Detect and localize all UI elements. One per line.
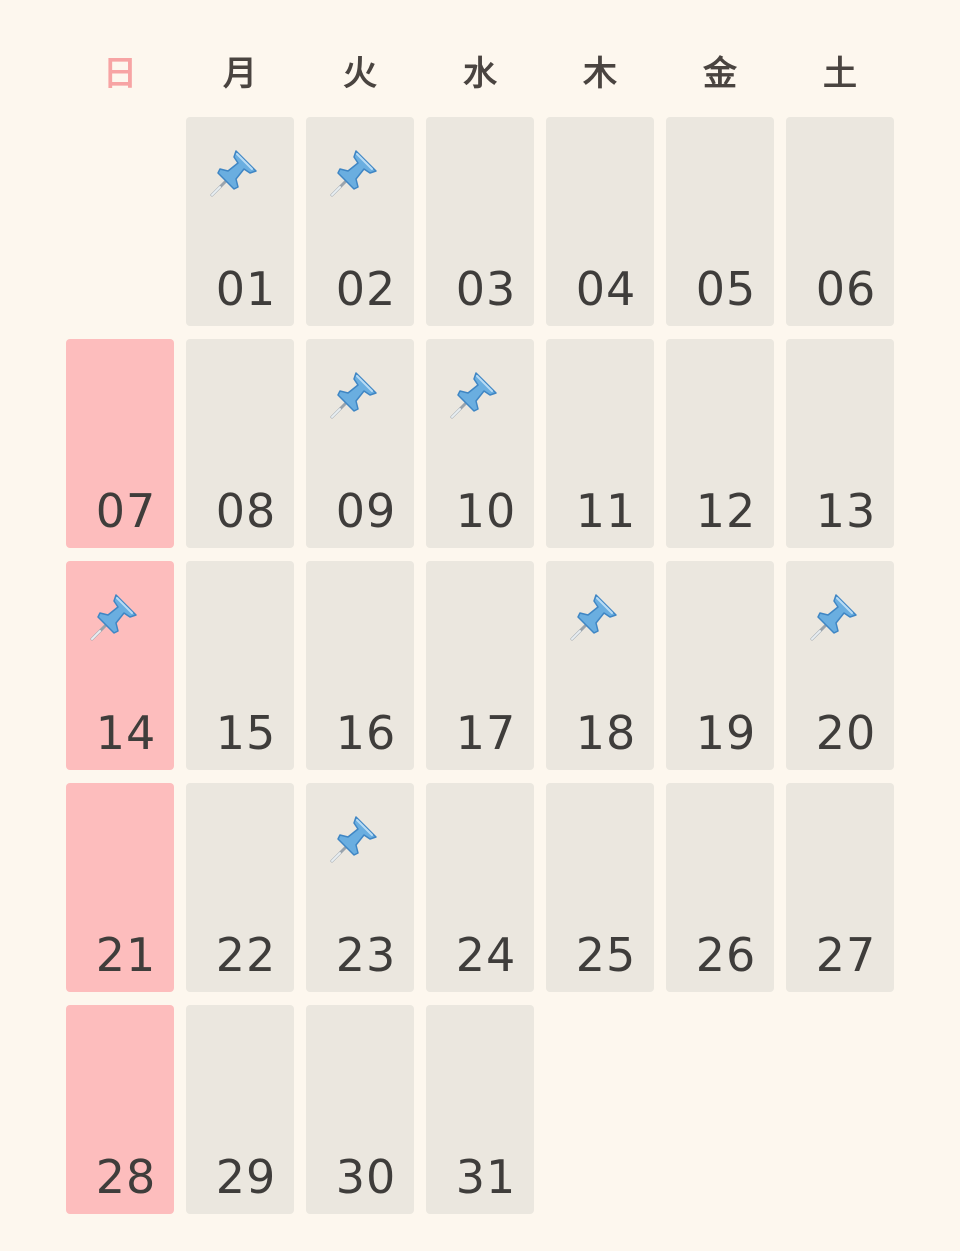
day-grid: 01 02 03 04 05 06 07 08 09 10 11 12 13 14 15 16 17 18 19 20… (60, 117, 900, 1227)
day-cell-04[interactable]: 04 (546, 117, 654, 326)
day-cell-11[interactable]: 11 (546, 339, 654, 548)
pushpin-icon (330, 816, 377, 863)
day-number: 05 (695, 262, 757, 316)
day-cell-15[interactable]: 15 (186, 561, 294, 770)
day-cell-09[interactable]: 09 (306, 339, 414, 548)
day-cell-31[interactable]: 31 (426, 1005, 534, 1214)
pushpin-icon (90, 594, 137, 641)
day-cell-27[interactable]: 27 (786, 783, 894, 992)
day-number: 11 (575, 484, 637, 538)
day-cell-14[interactable]: 14 (66, 561, 174, 770)
weekday-tue: 火 (343, 54, 377, 94)
day-number: 01 (215, 262, 277, 316)
day-cell-10[interactable]: 10 (426, 339, 534, 548)
day-cell-03[interactable]: 03 (426, 117, 534, 326)
pushpin-icon (330, 150, 377, 197)
day-number: 13 (815, 484, 877, 538)
day-cell-20[interactable]: 20 (786, 561, 894, 770)
day-number: 30 (335, 1150, 397, 1204)
day-number: 15 (215, 706, 277, 760)
day-number: 29 (215, 1150, 277, 1204)
day-number: 23 (335, 928, 397, 982)
day-number: 25 (575, 928, 637, 982)
day-number: 18 (575, 706, 637, 760)
day-cell-07[interactable]: 07 (66, 339, 174, 548)
day-cell-01[interactable]: 01 (186, 117, 294, 326)
day-number: 04 (575, 262, 637, 316)
day-cell-17[interactable]: 17 (426, 561, 534, 770)
day-number: 27 (815, 928, 877, 982)
pushpin-icon (330, 372, 377, 419)
weekday-sun: 日 (103, 54, 137, 94)
day-number: 22 (215, 928, 277, 982)
day-number: 20 (815, 706, 877, 760)
day-number: 16 (335, 706, 397, 760)
weekday-sat: 土 (823, 54, 857, 94)
day-number: 26 (695, 928, 757, 982)
day-number: 10 (455, 484, 517, 538)
pushpin-icon (210, 150, 257, 197)
day-cell-24[interactable]: 24 (426, 783, 534, 992)
day-number: 09 (335, 484, 397, 538)
day-cell-16[interactable]: 16 (306, 561, 414, 770)
day-number: 03 (455, 262, 517, 316)
day-cell-18[interactable]: 18 (546, 561, 654, 770)
day-number: 24 (455, 928, 517, 982)
weekday-mon: 月 (223, 54, 257, 94)
pushpin-icon (810, 594, 857, 641)
day-number: 21 (95, 928, 157, 982)
blank-cell (66, 117, 174, 326)
day-number: 06 (815, 262, 877, 316)
day-cell-19[interactable]: 19 (666, 561, 774, 770)
day-number: 19 (695, 706, 757, 760)
weekday-fri: 金 (703, 54, 737, 94)
day-cell-21[interactable]: 21 (66, 783, 174, 992)
day-cell-02[interactable]: 02 (306, 117, 414, 326)
weekday-thu: 木 (583, 54, 617, 94)
day-number: 12 (695, 484, 757, 538)
day-number: 14 (95, 706, 157, 760)
day-cell-30[interactable]: 30 (306, 1005, 414, 1214)
day-number: 07 (95, 484, 157, 538)
day-cell-28[interactable]: 28 (66, 1005, 174, 1214)
day-number: 17 (455, 706, 517, 760)
day-cell-06[interactable]: 06 (786, 117, 894, 326)
month-calendar: 日 月 火 水 木 金 土 01 02 03 04 05 06 07 08 09 10 11 12 13… (60, 0, 900, 1227)
day-cell-22[interactable]: 22 (186, 783, 294, 992)
day-cell-05[interactable]: 05 (666, 117, 774, 326)
day-cell-12[interactable]: 12 (666, 339, 774, 548)
day-number: 02 (335, 262, 397, 316)
pushpin-icon (450, 372, 497, 419)
day-cell-23[interactable]: 23 (306, 783, 414, 992)
day-cell-26[interactable]: 26 (666, 783, 774, 992)
day-cell-08[interactable]: 08 (186, 339, 294, 548)
pushpin-icon (570, 594, 617, 641)
day-number: 28 (95, 1150, 157, 1204)
day-cell-25[interactable]: 25 (546, 783, 654, 992)
weekday-wed: 水 (463, 54, 497, 94)
weekday-header-row: 日 月 火 水 木 金 土 (60, 0, 900, 117)
day-cell-13[interactable]: 13 (786, 339, 894, 548)
day-number: 08 (215, 484, 277, 538)
day-number: 31 (455, 1150, 517, 1204)
day-cell-29[interactable]: 29 (186, 1005, 294, 1214)
